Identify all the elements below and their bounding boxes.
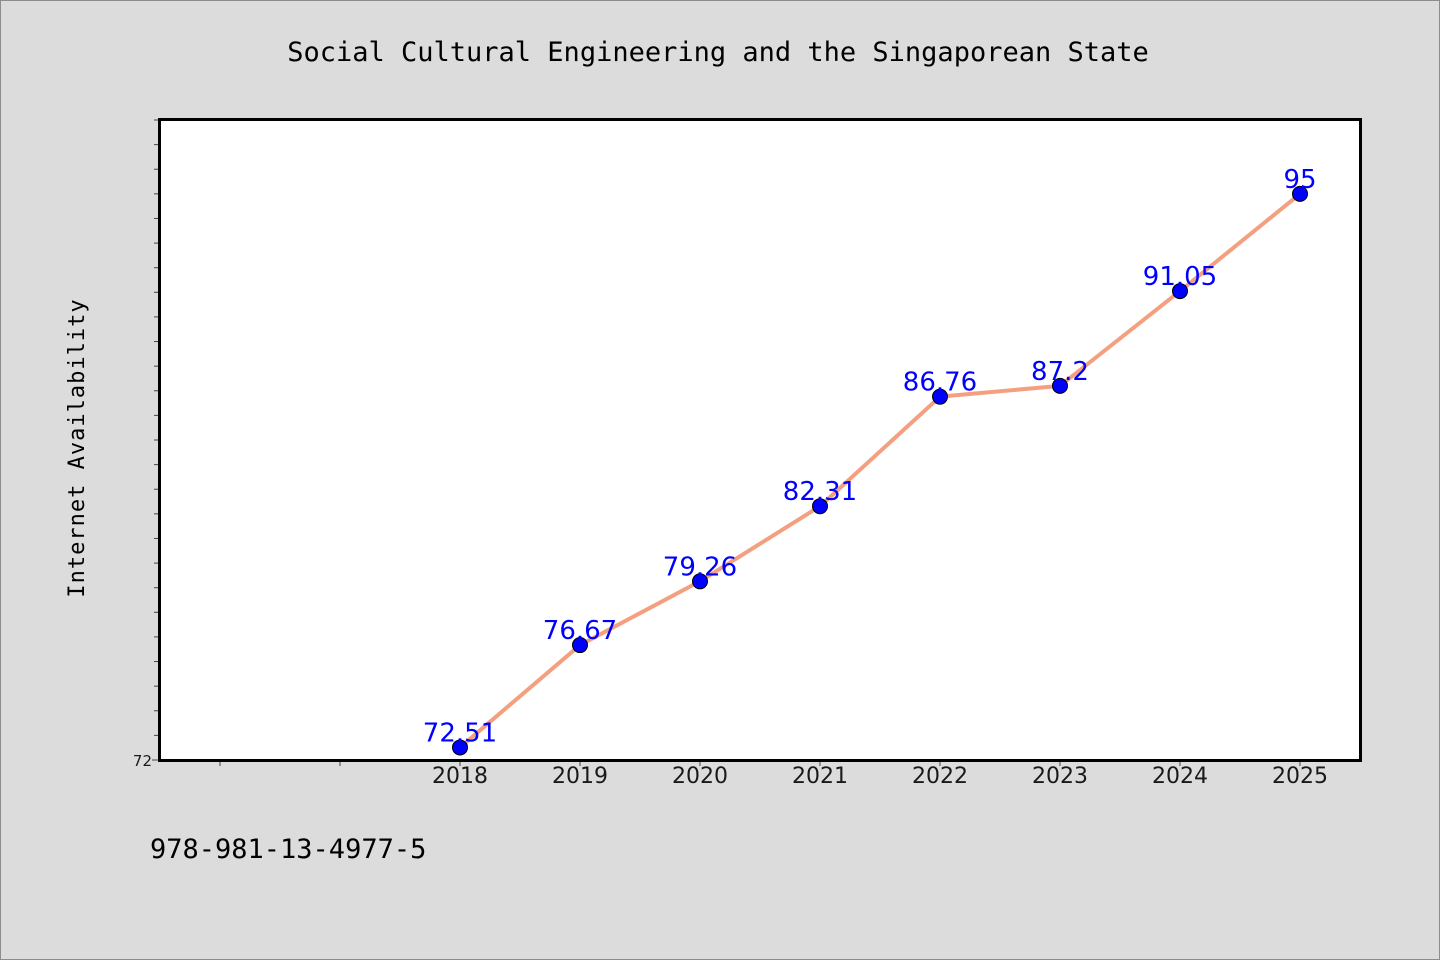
data-label: 72.51 <box>423 718 497 748</box>
x-axis-ticks: 2018 2019 2020 2021 2022 2023 2024 2025 <box>219 760 1328 789</box>
data-label: 76.67 <box>543 616 617 646</box>
x-tick-label: 2022 <box>912 764 968 789</box>
data-point <box>692 573 708 590</box>
data-point <box>1052 377 1068 394</box>
data-label: 87.2 <box>1031 357 1089 387</box>
data-point <box>572 637 588 654</box>
y-axis-label: Internet Availability <box>65 298 90 597</box>
data-label: 86.76 <box>903 368 977 398</box>
x-tick-label: 2021 <box>792 764 848 789</box>
plot-border <box>158 118 1362 762</box>
data-label: 95 <box>1283 165 1316 195</box>
data-point <box>932 388 948 405</box>
data-label: 82.31 <box>783 477 857 507</box>
y-axis-ticks: 72 <box>133 119 160 770</box>
x-tick-label: 2024 <box>1152 764 1208 789</box>
x-tick-label: 2025 <box>1272 764 1328 789</box>
data-point <box>1292 185 1308 202</box>
isbn-footer: 978-981-13-4977-5 <box>150 834 427 865</box>
series-line <box>458 191 1302 750</box>
series-layer: 72.51 76.67 79.26 82.31 86.76 87.2 91.05 95 <box>423 165 1317 756</box>
data-point <box>452 739 468 756</box>
data-label: 91.05 <box>1143 262 1217 292</box>
x-tick-label: 2023 <box>1032 764 1088 789</box>
data-label: 79.26 <box>663 552 737 582</box>
x-tick-label: 2019 <box>552 764 608 789</box>
data-point <box>812 498 828 515</box>
x-tick-label: 2018 <box>432 764 488 789</box>
chart-title: Social Cultural Engineering and the Sing… <box>287 37 1149 68</box>
x-tick-label: 2020 <box>672 764 728 789</box>
plot-area <box>159 119 1361 761</box>
data-point <box>1172 283 1188 300</box>
y-tick-label: 72 <box>133 752 152 770</box>
